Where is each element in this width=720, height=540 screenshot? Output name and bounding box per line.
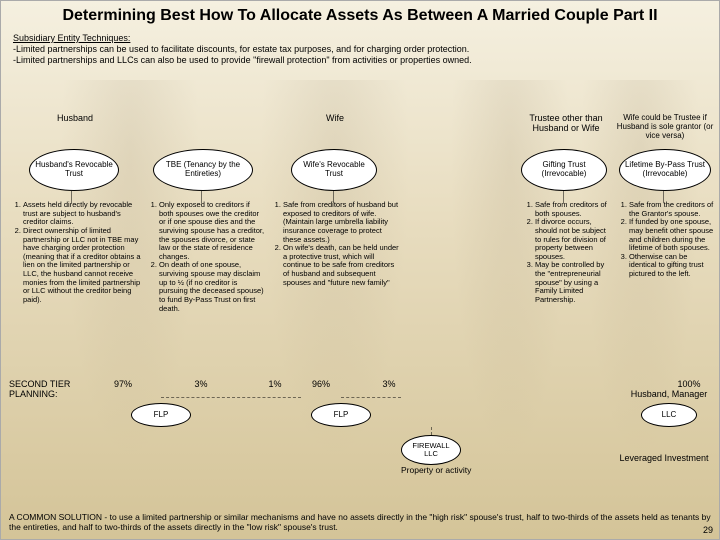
head-wife-trustee: Wife could be Trustee if Husband is sole…: [615, 113, 715, 137]
oval-flp-left: FLP: [131, 403, 191, 427]
row-percentages: 97% 3% 1% 96% 3% 100%: [1, 379, 719, 395]
oval-husband-trust: Husband's Revocable Trust: [29, 149, 119, 191]
slide-title: Determining Best How To Allocate Assets …: [1, 1, 719, 29]
head-husband: Husband: [9, 113, 141, 137]
sub-line-1: -Limited partnerships can be used to fac…: [13, 44, 469, 54]
husband-manager-label: Husband, Manager: [629, 389, 709, 399]
oval-flp-mid: FLP: [311, 403, 371, 427]
common-solution: A COMMON SOLUTION - to use a limited par…: [9, 513, 711, 533]
sub-line-2: -Limited partnerships and LLCs can also …: [13, 55, 472, 65]
oval-gifting: Gifting Trust (Irrevocable): [521, 149, 607, 191]
oval-llc: LLC: [641, 403, 697, 427]
desc-col3: Safe from creditors of husband but expos…: [269, 201, 401, 376]
pct-3b: 3%: [369, 379, 409, 389]
row-ovals: Husband's Revocable Trust TBE (Tenancy b…: [1, 149, 719, 197]
oval-firewall-llc: FIREWALL LLC: [401, 435, 461, 465]
desc-col6: Safe from the creditors of the Grantor's…: [615, 201, 715, 376]
subsidiary-techniques: Subsidiary Entity Techniques: -Limited p…: [1, 29, 719, 67]
head-trustee: Trustee other than Husband or Wife: [521, 113, 611, 137]
leveraged-label: Leveraged Investment: [619, 453, 709, 463]
pct-3a: 3%: [181, 379, 221, 389]
pct-1: 1%: [255, 379, 295, 389]
sub-heading: Subsidiary Entity Techniques:: [13, 33, 130, 43]
page-number: 29: [703, 525, 713, 535]
slide: Determining Best How To Allocate Assets …: [0, 0, 720, 540]
oval-tbe: TBE (Tenancy by the Entireties): [153, 149, 253, 191]
head-wife: Wife: [269, 113, 401, 137]
row-flp-ovals: FLP FLP LLC: [1, 403, 719, 429]
desc-col5: Safe from creditors of both spouses.If d…: [521, 201, 611, 376]
pct-100: 100%: [669, 379, 709, 389]
desc-col2: Only exposed to creditors if both spouse…: [145, 201, 265, 376]
oval-wife-trust: Wife's Revocable Trust: [291, 149, 377, 191]
row-descriptions: Assets held directly by revocable trust …: [1, 201, 719, 376]
row-headings: Husband Wife Trustee other than Husband …: [1, 113, 719, 137]
pct-97: 97%: [103, 379, 143, 389]
oval-bypass: Lifetime By-Pass Trust (Irrevocable): [619, 149, 711, 191]
pct-96: 96%: [301, 379, 341, 389]
property-label: Property or activity: [401, 465, 471, 475]
desc-col1: Assets held directly by revocable trust …: [9, 201, 141, 376]
bottom-text: A COMMON SOLUTION - to use a limited par…: [9, 512, 711, 532]
